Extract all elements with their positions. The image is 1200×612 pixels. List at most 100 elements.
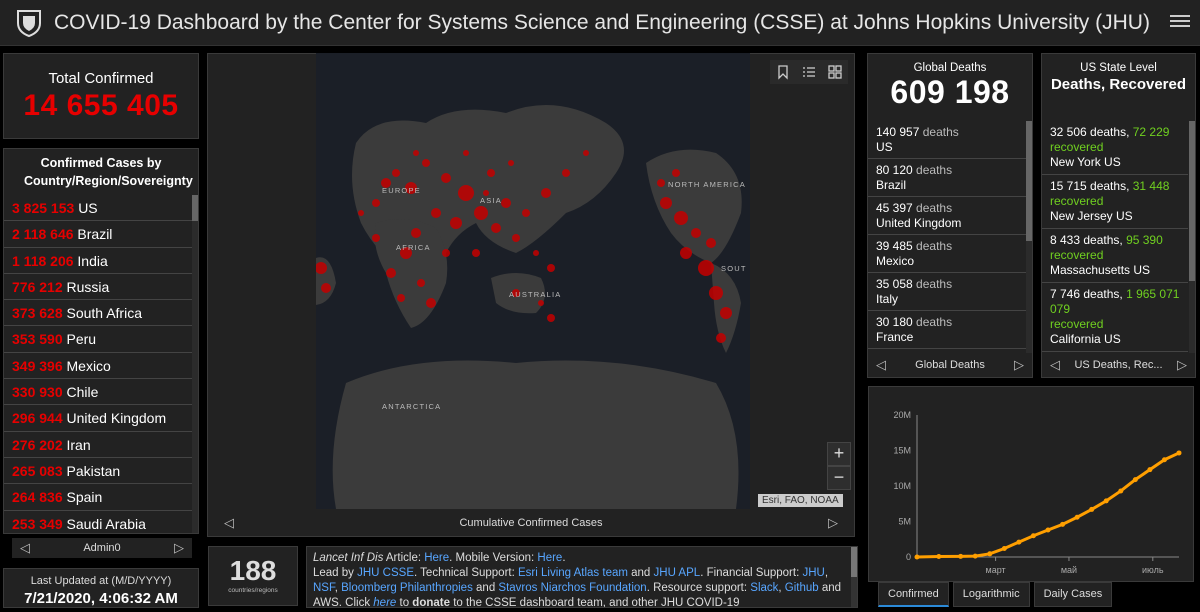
case-marker[interactable] — [458, 185, 474, 201]
map-prev-arrow-icon[interactable]: ◁ — [224, 515, 234, 530]
us-state-row[interactable]: 8 433 deaths, 95 390 recovered Massachuset… — [1042, 229, 1188, 283]
case-marker[interactable] — [358, 210, 364, 216]
country-row[interactable]: 2 118 646 Brazil — [4, 221, 194, 248]
github-link[interactable]: Github — [784, 582, 819, 594]
confirmed-data-point[interactable] — [1045, 527, 1051, 533]
world-map[interactable]: EUROPE ASIA AFRICA NORTH AMERICA SOUT AU… — [316, 53, 750, 509]
hamburger-menu-icon[interactable] — [1170, 12, 1190, 32]
confirmed-line-chart[interactable]: 0 5M 10M 15M 20M март май июль — [869, 387, 1195, 583]
case-marker[interactable] — [411, 228, 421, 238]
case-marker[interactable] — [674, 211, 688, 225]
case-marker[interactable] — [583, 150, 589, 156]
case-marker[interactable] — [405, 182, 417, 194]
case-marker[interactable] — [562, 169, 570, 177]
confirmed-data-point[interactable] — [914, 554, 920, 560]
case-marker[interactable] — [483, 190, 489, 196]
case-marker[interactable] — [372, 234, 380, 242]
chart-tab[interactable]: Confirmed — [878, 582, 949, 607]
country-row[interactable]: 330 930 Chile — [4, 379, 194, 406]
case-marker[interactable] — [657, 179, 665, 187]
us-state-row[interactable]: 32 506 deaths, 72 229 recovered New York U… — [1042, 121, 1188, 175]
country-row[interactable]: 353 590 Peru — [4, 326, 194, 353]
case-marker[interactable] — [400, 247, 412, 259]
country-row[interactable]: 349 396 Mexico — [4, 353, 194, 380]
us-next-arrow-icon[interactable]: ▷ — [1176, 357, 1187, 372]
case-marker[interactable] — [501, 198, 511, 208]
confirmed-data-point[interactable] — [1118, 488, 1124, 494]
case-marker[interactable] — [450, 217, 462, 229]
stavros-link[interactable]: Stavros Niarchos Foundation — [498, 582, 647, 594]
bookmark-icon[interactable] — [774, 63, 792, 81]
next-arrow-icon[interactable]: ▷ — [173, 540, 184, 555]
case-marker[interactable] — [321, 283, 331, 293]
case-marker[interactable] — [512, 289, 520, 297]
map-canvas[interactable]: EUROPE ASIA AFRICA NORTH AMERICA SOUT AU… — [316, 53, 750, 509]
confirmed-data-point[interactable] — [1132, 477, 1138, 483]
case-marker[interactable] — [381, 178, 391, 188]
case-marker[interactable] — [512, 234, 520, 242]
donate-here-link[interactable]: here — [373, 597, 397, 608]
article-link[interactable]: Here — [424, 552, 450, 564]
bloomberg-link[interactable]: Bloomberg Philanthropies — [341, 582, 473, 594]
map-next-arrow-icon[interactable]: ▷ — [828, 515, 838, 530]
case-marker[interactable] — [392, 169, 400, 177]
confirmed-data-point[interactable] — [1089, 506, 1095, 512]
case-marker[interactable] — [720, 307, 732, 319]
us-prev-arrow-icon[interactable]: ◁ — [1050, 357, 1060, 372]
case-marker[interactable] — [672, 169, 680, 177]
case-marker[interactable] — [691, 228, 701, 238]
deaths-prev-arrow-icon[interactable]: ◁ — [876, 357, 886, 372]
confirmed-data-point[interactable] — [1030, 533, 1036, 539]
country-row[interactable]: 1 118 206 India — [4, 248, 194, 274]
case-marker[interactable] — [426, 298, 436, 308]
case-marker[interactable] — [706, 238, 716, 248]
case-marker[interactable] — [487, 169, 495, 177]
country-row[interactable]: 296 944 United Kingdom — [4, 405, 194, 432]
case-marker[interactable] — [709, 286, 723, 300]
case-marker[interactable] — [680, 247, 692, 259]
confirmed-data-point[interactable] — [936, 553, 942, 559]
country-list-scrollbar[interactable] — [192, 195, 198, 533]
case-marker[interactable] — [386, 268, 396, 278]
death-row[interactable]: 39 485 deaths Mexico — [868, 235, 1028, 273]
confirmed-data-point[interactable] — [1176, 450, 1182, 456]
case-marker[interactable] — [474, 206, 488, 220]
case-marker[interactable] — [431, 208, 441, 218]
us-state-row[interactable]: 15 715 deaths, 31 448 recovered New Jersey… — [1042, 175, 1188, 229]
nsf-link[interactable]: NSF — [313, 582, 335, 594]
confirmed-data-point[interactable] — [1060, 521, 1066, 527]
jhu-apl-link[interactable]: JHU APL — [653, 567, 701, 579]
legend-list-icon[interactable] — [800, 63, 818, 81]
country-row[interactable]: 373 628 South Africa — [4, 300, 194, 327]
case-markers[interactable] — [316, 150, 732, 343]
death-row[interactable]: 80 120 deaths Brazil — [868, 159, 1028, 197]
case-marker[interactable] — [547, 314, 555, 322]
confirmed-data-point[interactable] — [1161, 457, 1167, 463]
jhu-csse-link[interactable]: JHU CSSE — [357, 567, 414, 579]
confirmed-data-point[interactable] — [958, 553, 964, 559]
country-row[interactable]: 276 202 Iran — [4, 432, 194, 458]
case-marker[interactable] — [508, 160, 514, 166]
case-marker[interactable] — [413, 150, 419, 156]
basemap-gallery-icon[interactable] — [826, 63, 844, 81]
case-marker[interactable] — [660, 197, 672, 209]
death-row[interactable]: 35 058 deaths Italy — [868, 273, 1028, 311]
prev-arrow-icon[interactable]: ◁ — [20, 540, 30, 555]
death-row[interactable]: 45 397 deaths United Kingdom — [868, 197, 1028, 235]
jhu-link[interactable]: JHU — [802, 567, 825, 579]
deaths-list-scrollbar[interactable] — [1026, 121, 1032, 353]
confirmed-data-point[interactable] — [1016, 539, 1022, 545]
case-marker[interactable] — [372, 199, 380, 207]
confirmed-data-point[interactable] — [1103, 498, 1109, 504]
country-row[interactable]: 265 083 Pakistan — [4, 458, 194, 485]
case-marker[interactable] — [441, 173, 451, 183]
country-row[interactable]: 3 825 153 US — [4, 195, 194, 222]
case-marker[interactable] — [442, 249, 450, 257]
deaths-next-arrow-icon[interactable]: ▷ — [1014, 357, 1024, 372]
case-marker[interactable] — [463, 150, 469, 156]
case-marker[interactable] — [538, 300, 544, 306]
scrollbar-thumb[interactable] — [192, 195, 198, 221]
case-marker[interactable] — [316, 262, 327, 274]
death-row[interactable]: 30 180 deaths France — [868, 311, 1028, 349]
chart-tab[interactable]: Logarithmic — [952, 582, 1030, 607]
